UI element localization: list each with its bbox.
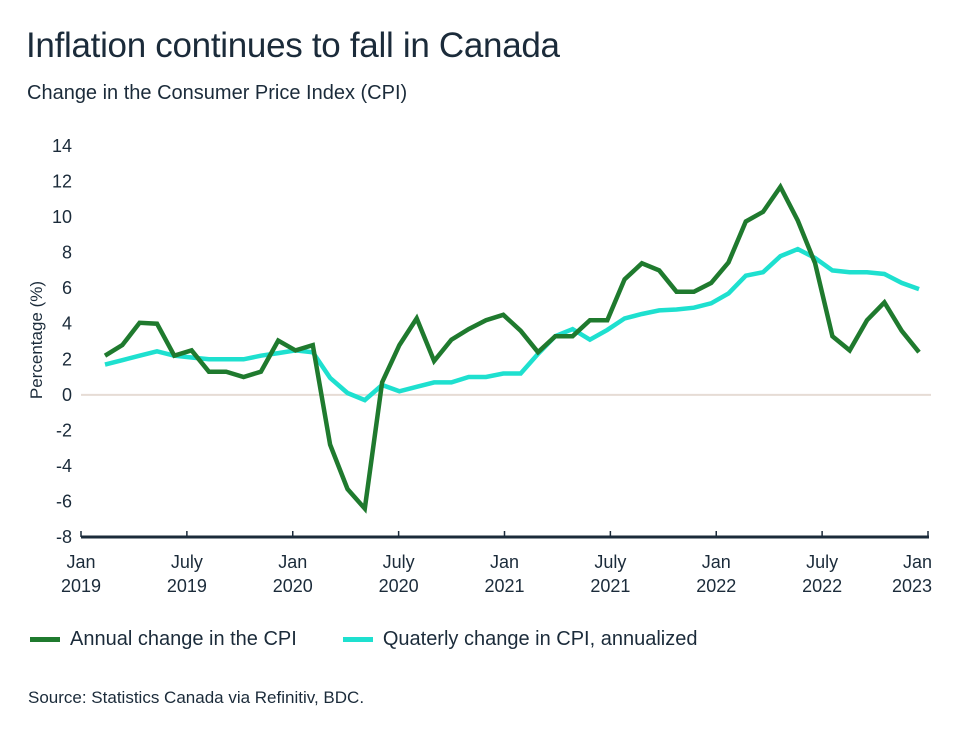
legend-swatch-annual (30, 637, 60, 642)
x-tick-label-year: 2022 (696, 576, 736, 596)
y-tick-label: -2 (56, 420, 72, 440)
y-tick-label: 10 (52, 207, 72, 227)
chart-subtitle: Change in the Consumer Price Index (CPI) (27, 82, 408, 104)
x-tick-label-month: Jan (702, 552, 731, 572)
y-tick-label: 4 (62, 314, 72, 334)
chart-title: Inflation continues to fall in Canada (26, 26, 560, 65)
x-tick-label-month: Jan (278, 552, 307, 572)
x-tick-label-month: July (806, 552, 838, 572)
y-tick-label: 8 (62, 243, 72, 263)
series-line-annual (103, 182, 921, 514)
x-tick-label-year: 2020 (273, 576, 313, 596)
x-tick-label-year: 2020 (379, 576, 419, 596)
legend: Annual change in the CPI Quaterly change… (30, 628, 743, 651)
y-tick-label: 0 (62, 385, 72, 405)
x-tick-label-year: 2019 (61, 576, 101, 596)
x-tick-label-month: Jan (66, 552, 95, 572)
y-tick-label: 14 (52, 136, 72, 156)
x-tick-label-month: July (594, 552, 626, 572)
legend-item-annual: Annual change in the CPI (30, 628, 297, 651)
y-tick-label: 2 (62, 349, 72, 369)
x-tick-label-year: 2021 (590, 576, 630, 596)
legend-item-quarterly: Quaterly change in CPI, annualized (342, 628, 698, 651)
y-tick-label: -6 (56, 491, 72, 511)
x-tick-label-month: July (383, 552, 415, 572)
x-tick-label-month: Jan (903, 552, 932, 572)
x-tick-label-year: 2019 (167, 576, 207, 596)
x-tick-label-year: 2021 (484, 576, 524, 596)
y-tick-label: 12 (52, 172, 72, 192)
series-layer (103, 182, 921, 514)
legend-swatch-quarterly (342, 637, 373, 642)
x-axis: Jan 2019 July 2019 Jan 2020 July 2020 Jan 2021 Jul… (61, 531, 932, 596)
x-tick-label-year: 2023 (892, 576, 932, 596)
y-tick-label: -4 (56, 456, 72, 476)
legend-label-annual: Annual change in the CPI (70, 628, 297, 650)
source-note: Source: Statistics Canada via Refinitiv,… (28, 688, 365, 707)
x-tick-label-month: July (171, 552, 203, 572)
y-tick-label: 6 (62, 278, 72, 298)
series-line-quarterly (104, 246, 920, 403)
x-tick-label-year: 2022 (802, 576, 842, 596)
legend-label-quarterly: Quaterly change in CPI, annualized (382, 628, 698, 650)
x-tick-label-month: Jan (490, 552, 519, 572)
y-axis-title: Percentage (%) (27, 281, 46, 399)
y-tick-label: -8 (56, 527, 72, 547)
y-axis-ticks: 14 12 10 8 6 4 2 0 -2 -4 -6 -8 (52, 136, 72, 547)
